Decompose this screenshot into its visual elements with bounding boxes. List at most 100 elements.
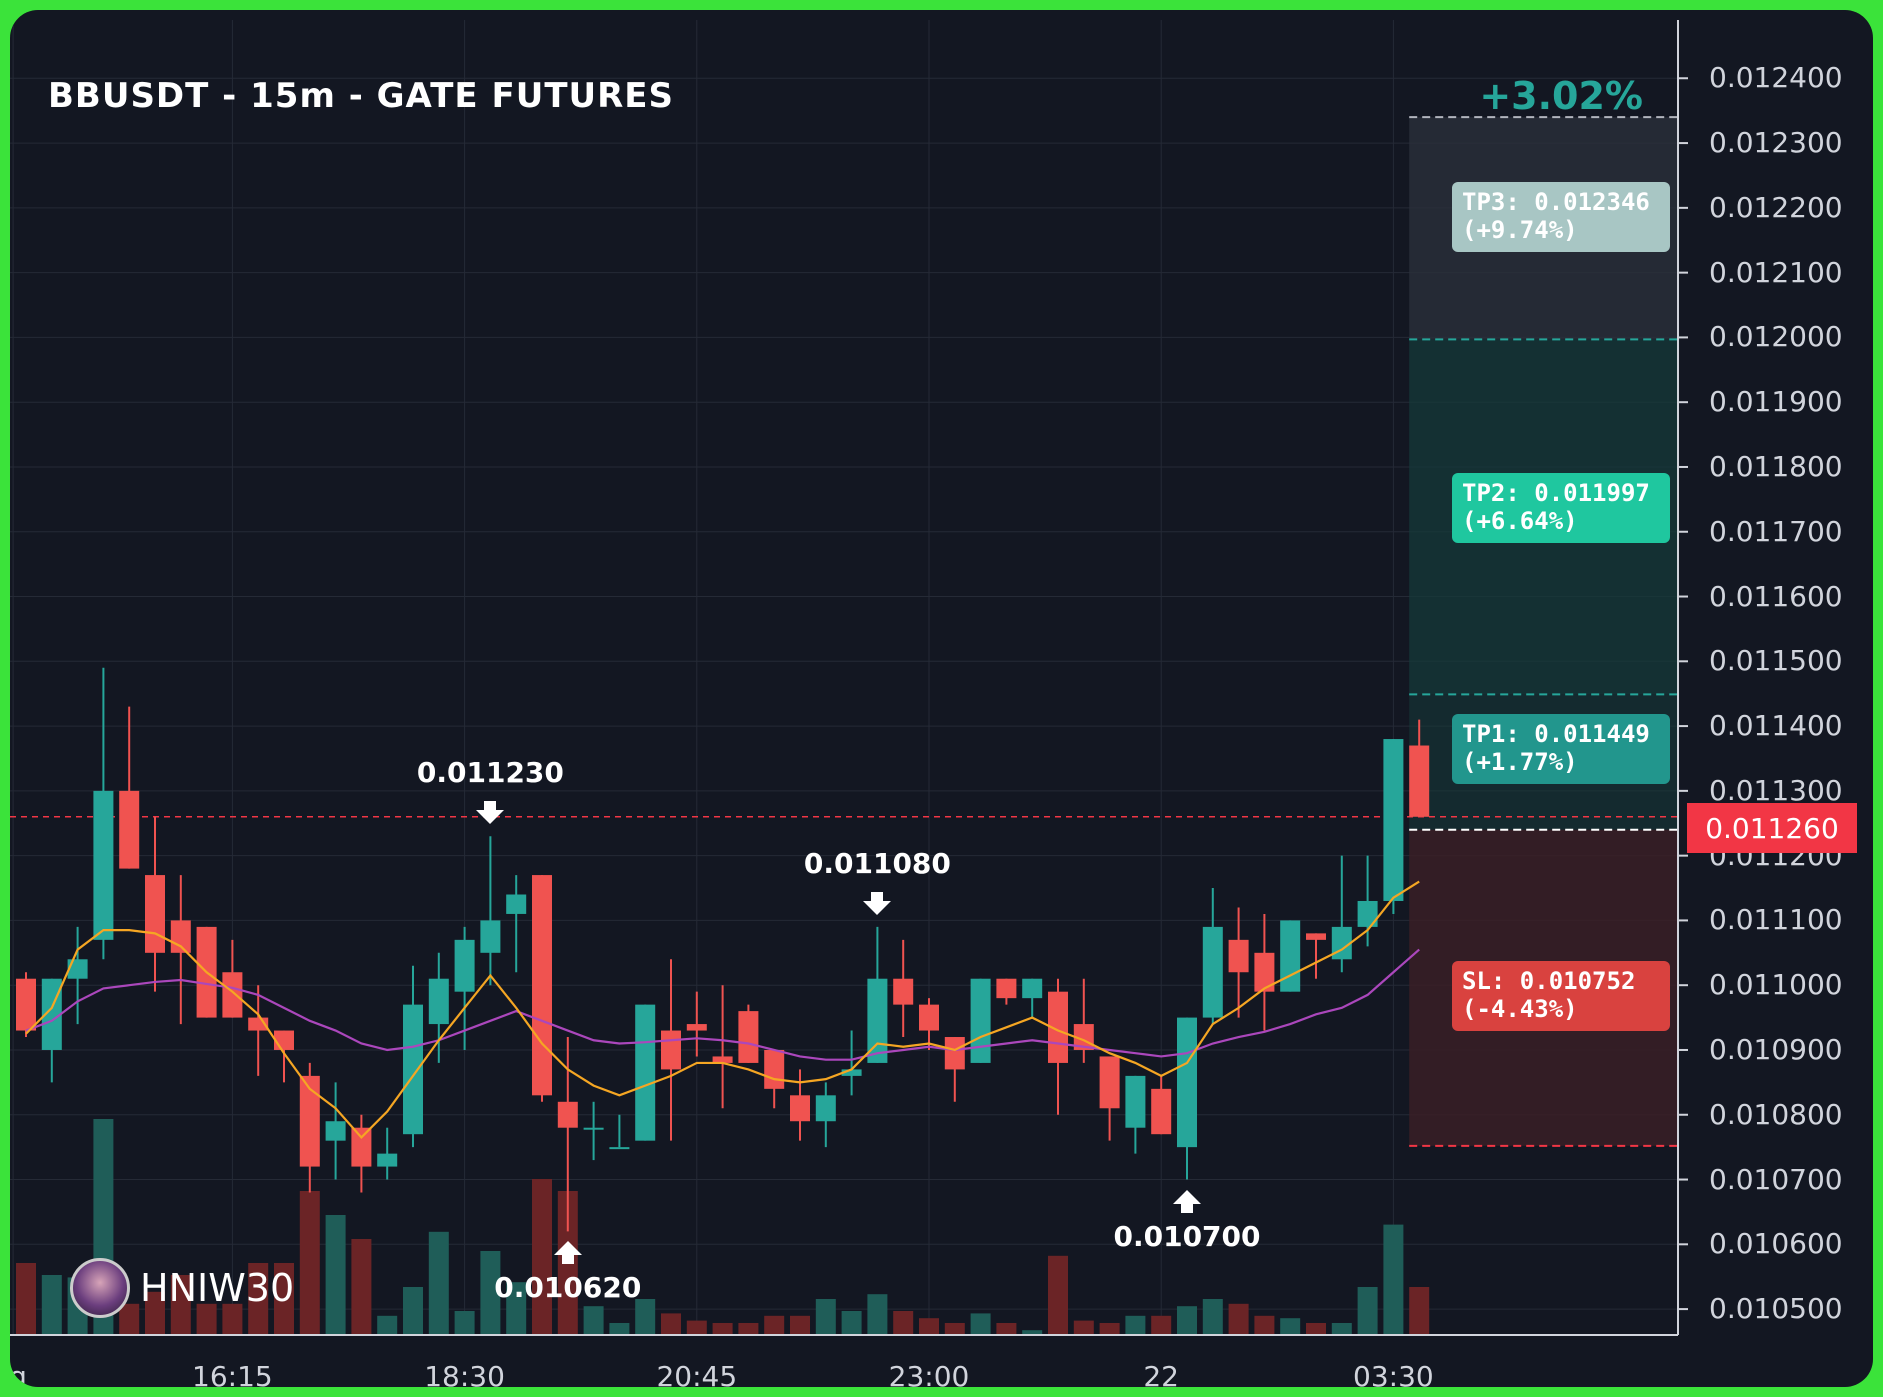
candle-body — [506, 894, 527, 914]
target-box-tp1: TP1: 0.011449 (+1.77%) — [1452, 714, 1670, 785]
price-tick-label: 0.011000 — [1709, 968, 1843, 1002]
volume-bar — [119, 1303, 140, 1335]
price-tick-label: 0.011800 — [1709, 449, 1843, 483]
volume-bar — [274, 1263, 294, 1335]
volume-bar — [325, 1215, 346, 1335]
candle-body — [635, 1004, 656, 1141]
time-tick-label: 03:30 — [1353, 1360, 1434, 1387]
time-tick-label: 16:15 — [192, 1360, 273, 1387]
price-tick-label: 0.010600 — [1709, 1227, 1843, 1261]
arrow-down-icon — [863, 900, 892, 915]
candle-body — [119, 790, 140, 869]
candle-body — [1202, 926, 1223, 1018]
price-tick-label: 0.010800 — [1709, 1097, 1843, 1131]
target-percent-label: (+6.64%) — [1462, 507, 1578, 536]
candle-body — [93, 790, 114, 940]
volume-bar — [686, 1320, 707, 1335]
target-box-tp2: TP2: 0.011997 (+6.64%) — [1452, 473, 1670, 544]
extreme-price-label: 0.011080 — [803, 846, 951, 880]
volume-bar — [635, 1299, 656, 1335]
volume-bar — [790, 1315, 810, 1335]
target-percent-label: (+9.74%) — [1462, 215, 1578, 244]
candle-body — [815, 1095, 836, 1122]
candle-body — [16, 978, 36, 1031]
arrow-stem — [484, 801, 497, 811]
candle-body — [867, 978, 888, 1063]
volume-bar — [248, 1263, 269, 1335]
volume-bar — [738, 1323, 759, 1335]
volume-bar — [377, 1315, 398, 1335]
volume-bar — [1125, 1315, 1146, 1335]
time-tick-label: 22 — [1143, 1360, 1180, 1387]
target-price-label: TP3: 0.012346 — [1462, 187, 1650, 216]
time-tick-label: 20:45 — [656, 1360, 738, 1387]
candle-body — [403, 1004, 423, 1135]
candle-body — [351, 1127, 372, 1167]
candle-body — [1409, 745, 1430, 817]
volume-bar — [428, 1231, 449, 1335]
candle-body — [944, 1037, 965, 1070]
candle-body — [1357, 900, 1378, 927]
candle-body — [170, 920, 191, 953]
volume-bar — [1409, 1287, 1430, 1335]
candle-body — [1228, 939, 1249, 973]
candle-body — [738, 1011, 759, 1063]
time-tick-label: 18:30 — [424, 1360, 505, 1387]
volume-bar — [1099, 1323, 1120, 1335]
volume-bar — [1357, 1287, 1378, 1335]
volume-bar — [403, 1287, 423, 1335]
volume-bar — [222, 1303, 243, 1335]
candle-body — [325, 1121, 346, 1141]
candle-body — [1151, 1088, 1172, 1135]
volume-bar — [867, 1294, 888, 1335]
volume-bar — [1228, 1303, 1249, 1335]
chart-title: BBUSDT - 15m - GATE FUTURES — [48, 76, 675, 116]
price-tick-label: 0.012100 — [1709, 255, 1843, 289]
arrow-up-icon — [553, 1241, 582, 1256]
price-tick-label: 0.010500 — [1709, 1292, 1843, 1326]
extreme-price-label: 0.010620 — [494, 1271, 642, 1305]
avatar — [70, 1258, 130, 1318]
candle-body — [428, 978, 449, 1025]
candle-body — [893, 978, 914, 1005]
candle-body — [1383, 739, 1404, 901]
candle-body — [67, 959, 88, 979]
arrow-up-icon — [1173, 1189, 1201, 1204]
candle-body — [970, 978, 991, 1063]
price-tick-label: 0.011700 — [1709, 514, 1843, 548]
candle-body — [919, 1004, 939, 1031]
candle-body — [1099, 1056, 1120, 1109]
volume-bar — [841, 1311, 862, 1335]
volume-bar — [299, 1191, 320, 1335]
candle-body — [480, 920, 501, 953]
candle-body — [712, 1056, 733, 1063]
price-tick-label: 0.012300 — [1709, 126, 1843, 160]
last-price-tag: 0.011260 — [1687, 803, 1857, 853]
price-tick-label: 0.011300 — [1709, 773, 1843, 807]
price-tick-label: 0.012400 — [1709, 61, 1843, 95]
volume-bar — [1306, 1323, 1326, 1335]
volume-bar — [1331, 1323, 1352, 1335]
target-price-label: TP1: 0.011449 — [1462, 720, 1650, 749]
volume-bar — [1177, 1306, 1197, 1335]
volume-bar — [764, 1315, 785, 1335]
volume-bar — [712, 1323, 733, 1335]
volume-bar — [944, 1323, 965, 1335]
candle-body — [996, 978, 1017, 999]
volume-bar — [609, 1323, 630, 1335]
volume-bar — [1254, 1315, 1275, 1335]
candle-body — [1022, 978, 1043, 999]
candle-body — [1125, 1075, 1146, 1128]
volume-bar — [196, 1303, 217, 1335]
extreme-price-label: 0.010700 — [1113, 1219, 1261, 1253]
candle-body — [222, 972, 243, 1018]
candle-body — [1254, 952, 1275, 992]
candle-body — [1280, 920, 1301, 992]
volume-bar — [506, 1282, 527, 1335]
watermark: HNIW30 — [70, 1258, 294, 1318]
price-tick-label: 0.010700 — [1709, 1162, 1843, 1196]
target-price-label: TP2: 0.011997 — [1462, 479, 1650, 508]
volume-bar — [454, 1311, 475, 1335]
arrow-down-icon — [476, 810, 505, 825]
volume-bar — [583, 1306, 604, 1335]
